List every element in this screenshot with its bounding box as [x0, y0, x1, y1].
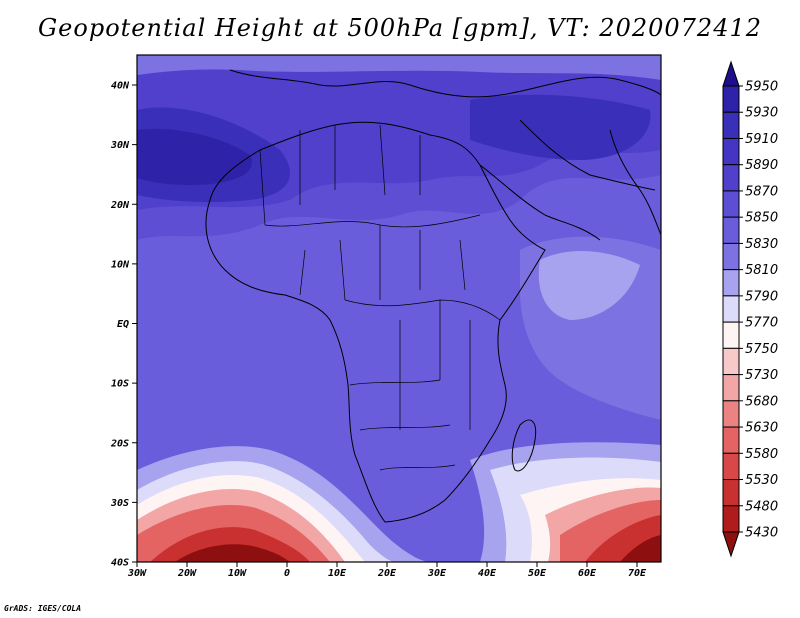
lat-tick-label: 20S [110, 438, 129, 449]
colorbar-label: 5730 [745, 368, 778, 383]
colorbar-label: 5930 [745, 106, 778, 121]
contour-5430-se [620, 535, 661, 562]
lat-tick-label: 40S [111, 558, 129, 569]
longitude-axis: 30W 20W 10W 0 10E 20E 30E 40E 50E 60E 70E [127, 562, 647, 579]
colorbar-swatch [722, 85, 740, 113]
lon-tick-label: 40E [478, 568, 497, 579]
lat-tick-label: 10S [111, 379, 129, 390]
lat-tick-label: 40N [111, 81, 130, 92]
lon-tick-label: 30E [427, 568, 447, 579]
lon-tick-label: 10W [228, 568, 247, 579]
colorbar-label: 5530 [745, 473, 778, 488]
map-title: Geopotential Height at 500hPa [gpm], VT:… [38, 14, 762, 42]
lon-tick-label: 30W [127, 568, 147, 579]
lon-tick-label: 50E [528, 568, 547, 579]
colorbar-label: 5580 [745, 447, 778, 462]
gulf-coastline [519, 119, 656, 191]
grads-credit: GrADS: IGES/COLA [4, 604, 82, 613]
colorbar-label: 5770 [745, 316, 778, 331]
colorbar-swatch [722, 426, 740, 454]
colorbar-swatch [722, 111, 740, 139]
country-borders [259, 124, 501, 471]
lon-tick-label: 0 [284, 568, 290, 579]
lat-tick-label: 30S [110, 498, 129, 509]
colorbar-swatch [722, 269, 740, 297]
colorbar-label: 5950 [745, 80, 778, 95]
colorbar-label: 5910 [745, 132, 778, 147]
colorbar-label: 5680 [745, 394, 778, 409]
colorbar-swatch [722, 216, 740, 244]
colorbar-label: 5830 [745, 237, 778, 252]
plot-frame [136, 54, 662, 563]
colorbar-label: 5850 [745, 211, 778, 226]
colorbar-swatch [722, 190, 740, 218]
colorbar-swatch [722, 321, 740, 349]
contour-5930 [137, 128, 252, 185]
colorbar-label: 5630 [745, 421, 778, 436]
colorbar-swatch [722, 505, 740, 533]
india-coastline [609, 129, 661, 236]
lon-tick-label: 20E [377, 568, 397, 579]
colorbar-swatch [722, 137, 740, 166]
contour-5790-east [538, 250, 640, 320]
lon-tick-label: 20W [177, 568, 197, 579]
colorbar-label: 5480 [745, 499, 778, 514]
lat-tick-label: 30N [110, 140, 130, 151]
lat-tick-label: 10N [111, 259, 130, 270]
colorbar-label: 5870 [745, 184, 778, 199]
colorbar-swatch [722, 164, 740, 192]
colorbar-swatch [722, 400, 740, 428]
lon-tick-label: 10E [328, 568, 347, 579]
lon-tick-label: 70E [628, 568, 647, 579]
colorbar-swatch [722, 374, 740, 402]
coastlines [205, 69, 661, 523]
lat-tick-label: 20N [110, 200, 130, 211]
contour-5430-sw [175, 544, 290, 562]
africa-coastline [205, 121, 546, 523]
madagascar-coastline [511, 419, 537, 472]
colorbar-bottom-arrow [722, 531, 740, 558]
arabia-coastline [479, 164, 601, 241]
contour-5910-east [470, 94, 651, 160]
colorbar-swatch [722, 479, 740, 507]
lon-tick-label: 60E [578, 568, 597, 579]
colorbar-label: 5810 [745, 263, 778, 278]
colorbar-swatch [722, 347, 740, 376]
colorbar-label: 5750 [745, 342, 778, 357]
colorbar-swatch [722, 295, 740, 323]
colorbar-label: 5890 [745, 158, 778, 173]
contour-field [137, 55, 661, 562]
colorbar-swatch [722, 452, 740, 481]
colorbar-label: 5430 [745, 526, 778, 541]
colorbar-label: 5790 [745, 289, 778, 304]
lat-tick-label: EQ [117, 319, 129, 330]
mediterranean-coastline [229, 69, 661, 98]
contour-5810-north [137, 55, 661, 80]
colorbar-swatch [722, 242, 740, 271]
colorbar-top-arrow [722, 60, 740, 87]
latitude-axis: 40N 30N 20N 10N EQ 10S 20S 30S 40S [110, 81, 137, 569]
colorbar: 5950 5930 5910 5890 5870 5850 5830 5810 5790 5770… [722, 60, 778, 558]
